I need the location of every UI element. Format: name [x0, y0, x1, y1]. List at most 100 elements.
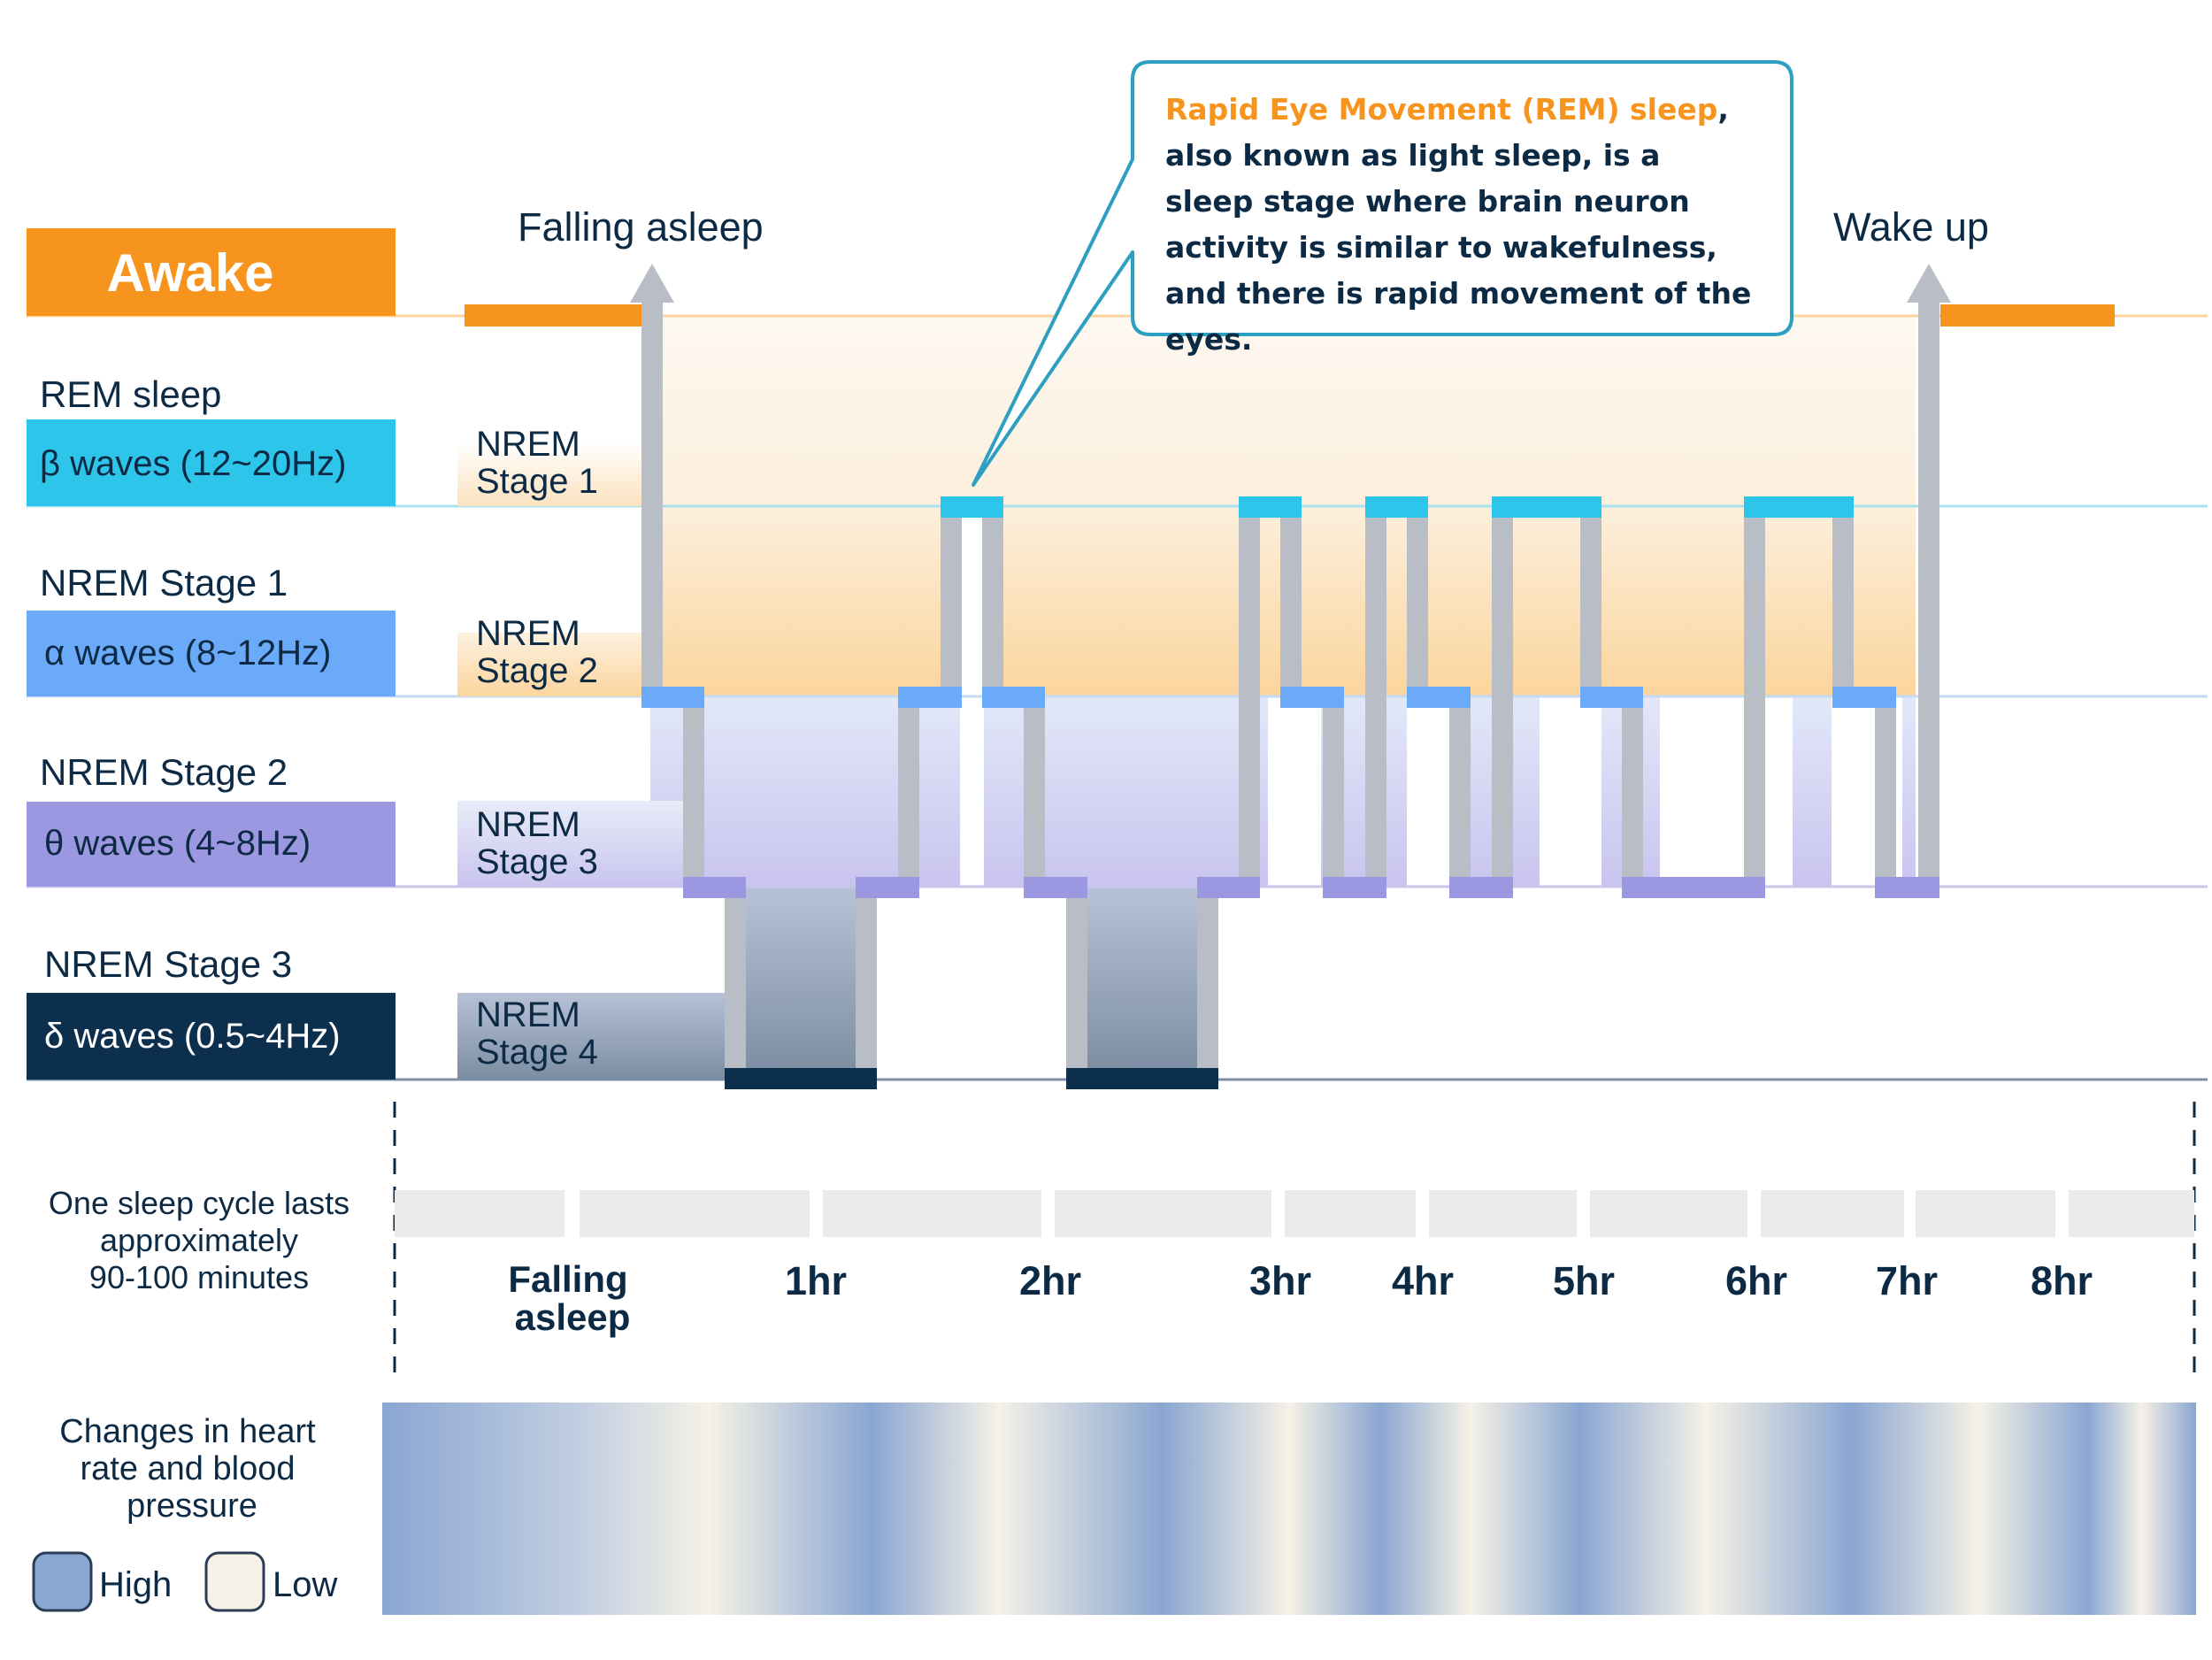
inner-label-3b: Stage 3 — [476, 842, 598, 881]
inner-box-3 — [457, 801, 686, 887]
cycle-note-line2: approximately — [100, 1222, 298, 1258]
cutout — [1268, 696, 1321, 887]
rem-callout-body: , also known as light sleep, is a sleep … — [1165, 92, 1752, 357]
connector — [1449, 699, 1471, 887]
cycle-segment — [1055, 1190, 1271, 1237]
inner-box-4 — [457, 993, 727, 1080]
cycle-segments — [395, 1190, 2194, 1237]
cycle-segment — [1429, 1190, 1577, 1237]
arrow-up-falling-asleep — [630, 264, 674, 303]
rem-callout-text: Rapid Eye Movement (REM) sleep, also kno… — [1132, 62, 1786, 357]
time-label-2hr: 2hr — [1019, 1258, 1081, 1303]
wave-box-nrem2 — [27, 802, 396, 887]
connector — [1365, 509, 1386, 887]
callout-shape — [972, 60, 1793, 487]
level-title-rem: REM sleep — [40, 373, 221, 415]
level-title-nrem2: NREM Stage 2 — [40, 751, 288, 793]
time-label-3hr: 3hr — [1249, 1258, 1311, 1303]
stage-bar-nrem1 — [1580, 687, 1643, 708]
awake-bar-end — [1940, 304, 2115, 327]
legend-high-label: High — [99, 1565, 172, 1604]
connector — [1323, 699, 1344, 887]
connector — [683, 699, 704, 885]
cycle-note-line1: One sleep cycle lasts — [49, 1185, 349, 1221]
rem-callout-highlight: Rapid Eye Movement (REM) sleep — [1165, 92, 1718, 127]
connector — [1832, 509, 1854, 696]
cycle-note-line3: 90-100 minutes — [89, 1259, 309, 1295]
wake-up-label: Wake up — [1833, 204, 1989, 250]
cycle-segment — [1590, 1190, 1747, 1237]
heart-rate-section: Changes in heart rate and blood pressure… — [32, 1403, 2196, 1615]
inner-label-2a: NREM — [476, 614, 580, 653]
inner-label-3a: NREM — [476, 805, 580, 844]
stage-bar-nrem1 — [641, 687, 704, 708]
time-label-5hr: 5hr — [1553, 1258, 1615, 1303]
band-nrem3 — [728, 887, 867, 1077]
legend-high-swatch — [32, 1551, 93, 1612]
connector — [1875, 699, 1896, 887]
stage-bar-rem — [1492, 496, 1601, 518]
stage-bar-nrem2 — [1323, 877, 1386, 898]
connector — [1280, 509, 1302, 696]
legend-low-label: Low — [273, 1565, 337, 1604]
awake-segments: Falling asleep Wake up — [465, 204, 2115, 327]
arrow-up-wake-up — [1907, 264, 1951, 303]
connector — [1024, 699, 1045, 887]
cycle-segment — [823, 1190, 1041, 1237]
time-labels: Falling asleep 1hr 2hr 3hr 4hr 5hr 6hr 7… — [508, 1258, 2093, 1338]
cycle-segment — [1285, 1190, 1416, 1237]
stage-bar-nrem1 — [982, 687, 1045, 708]
heart-caption-line1: Changes in heart — [59, 1413, 316, 1450]
stage-bar-nrem2 — [683, 877, 746, 898]
time-label-8hr: 8hr — [2031, 1258, 2093, 1303]
awake-label: Awake — [106, 243, 273, 303]
time-label-1hr: 1hr — [785, 1258, 847, 1303]
connector — [1197, 888, 1218, 1076]
time-axis: One sleep cycle lasts approximately 90-1… — [49, 1102, 2196, 1380]
cycle-segment — [1916, 1190, 2055, 1237]
inner-stage-labels: NREM Stage 1 NREM Stage 2 NREM Stage 3 N… — [457, 425, 727, 1080]
stage-bar-nrem1 — [1832, 687, 1896, 708]
stage-bar-rem — [941, 496, 1003, 518]
falling-asleep-label: Falling asleep — [518, 204, 764, 250]
level-panel: Awake REM sleep β waves (12~20Hz) NREM S… — [27, 228, 396, 1080]
connector — [1407, 509, 1428, 696]
stage-bar-nrem2 — [1622, 877, 1765, 898]
awake-box — [27, 228, 396, 316]
inner-label-4b: Stage 4 — [476, 1033, 598, 1072]
cycle-segment — [2069, 1190, 2194, 1237]
wave-label-nrem1: α waves (8~12Hz) — [44, 634, 331, 672]
time-label-7hr: 7hr — [1876, 1258, 1938, 1303]
inner-label-1a: NREM — [476, 425, 580, 464]
stage-bar-nrem1 — [1407, 687, 1471, 708]
cutout — [1407, 696, 1455, 887]
stage-bar-nrem3 — [1066, 1068, 1218, 1089]
connector — [641, 292, 663, 695]
hypnogram-stage-bars — [641, 496, 1939, 1089]
wave-box-nrem1 — [27, 611, 396, 696]
connector — [1744, 509, 1765, 887]
heart-rate-gradient-bar — [382, 1403, 2196, 1615]
time-label-falling-2: asleep — [515, 1296, 631, 1338]
legend-low-swatch — [204, 1551, 265, 1612]
stage-bar-nrem1 — [898, 687, 962, 708]
rem-callout-bubble — [972, 60, 1793, 487]
connector — [982, 509, 1003, 696]
connector — [941, 509, 962, 696]
stage-bar-nrem2 — [1875, 877, 1939, 898]
time-label-4hr: 4hr — [1392, 1258, 1454, 1303]
inner-label-1b: Stage 1 — [476, 462, 598, 501]
connector — [1580, 509, 1601, 696]
inner-label-4a: NREM — [476, 995, 580, 1034]
stage-bar-nrem3 — [725, 1068, 877, 1089]
level-title-nrem3: NREM Stage 3 — [44, 943, 292, 985]
band-nrem3 — [1071, 887, 1210, 1077]
wave-box-rem — [27, 419, 396, 506]
stage-bar-rem — [1365, 496, 1428, 518]
wave-label-nrem3: δ waves (0.5~4Hz) — [44, 1017, 341, 1056]
band-rem — [650, 316, 1916, 506]
awake-bar-start — [465, 304, 641, 327]
inner-label-2b: Stage 2 — [476, 651, 598, 690]
cutout — [1660, 696, 1793, 887]
